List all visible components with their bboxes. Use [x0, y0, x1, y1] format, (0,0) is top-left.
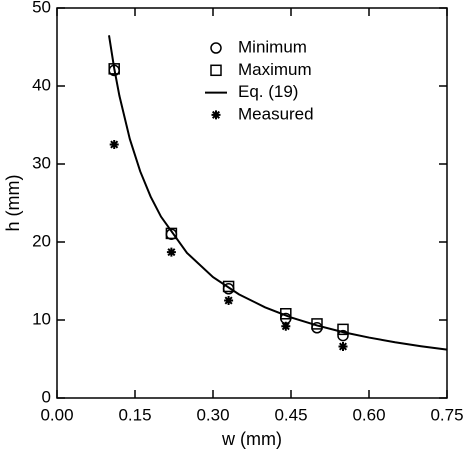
data-point: [109, 140, 119, 149]
data-point: [281, 321, 291, 331]
y-tick-label: 20: [32, 231, 51, 250]
y-tick-label: 40: [32, 75, 51, 94]
data-point: [166, 247, 176, 257]
legend-swatch: [210, 42, 222, 54]
x-axis-label: w (mm): [221, 429, 282, 449]
data-point: [338, 342, 348, 352]
legend-label: Maximum: [238, 60, 312, 79]
data-point: [311, 322, 323, 334]
data-point: [222, 280, 235, 293]
legend-label: Minimum: [238, 37, 307, 56]
data-point: [311, 318, 323, 330]
data-point: [108, 63, 120, 75]
x-tick-label: 0.60: [352, 405, 385, 424]
x-tick-label: 0.00: [40, 405, 73, 424]
legend-label: Eq. (19): [238, 82, 298, 101]
x-tick-label: 0.75: [430, 405, 463, 424]
fit-curve: [108, 35, 448, 351]
data-point: [280, 308, 292, 320]
legend-swatch: [211, 110, 221, 120]
data-point: [165, 227, 178, 240]
x-tick-label: 0.30: [196, 405, 229, 424]
data-point: [337, 323, 349, 336]
data-point: [224, 296, 234, 305]
y-tick-label: 50: [32, 0, 51, 16]
legend-swatch: [210, 64, 222, 77]
x-tick-label: 0.45: [274, 405, 307, 424]
legend-label: Measured: [238, 104, 314, 123]
data-point: [337, 329, 349, 342]
plot-frame: [56, 7, 448, 399]
x-tick-label: 0.15: [118, 405, 151, 424]
y-axis-label: h (mm): [3, 175, 23, 232]
y-tick-label: 0: [42, 387, 51, 406]
y-tick-label: 30: [32, 153, 51, 172]
y-tick-label: 10: [32, 309, 51, 328]
